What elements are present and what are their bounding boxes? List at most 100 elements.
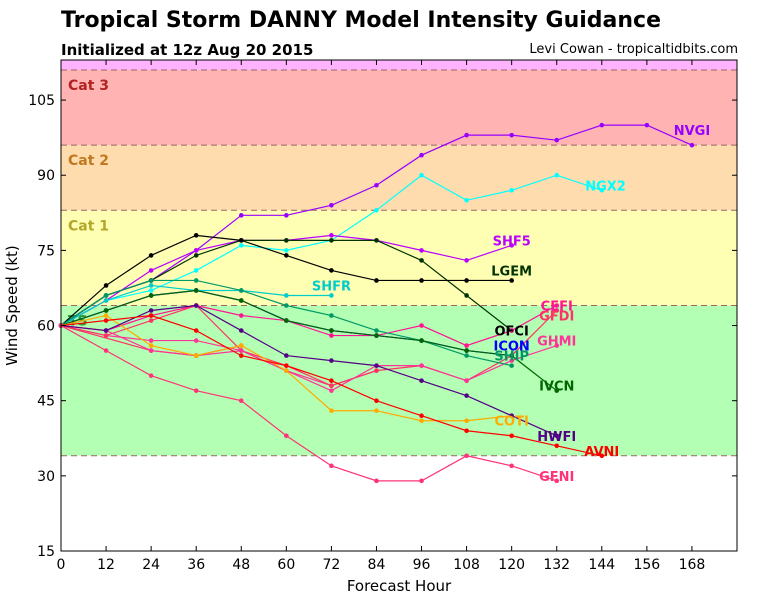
series-avni-point: [238, 353, 244, 358]
series-ofci-point: [329, 268, 334, 273]
series-avni-point: [284, 363, 289, 368]
series-ofci-point: [103, 283, 109, 288]
series-avni-point: [554, 443, 560, 449]
series-hwfi-point: [374, 363, 379, 368]
series-nvgi-point: [644, 122, 650, 128]
series-ofci-point: [464, 278, 469, 283]
x-axis: 0 12 24 36 48 60 72 84 96 108 120 132 144 156 168: [57, 60, 706, 573]
series-ngx2-point: [419, 172, 424, 178]
series-cefi-point: [329, 333, 334, 338]
x-tick-label: 132: [543, 557, 570, 573]
series-avni-point: [374, 398, 379, 403]
series-avni-point: [464, 428, 469, 434]
series-ghmi-line: [60, 324, 557, 392]
series-ghmi-point: [509, 358, 514, 363]
x-tick-label: 60: [277, 557, 295, 573]
series-avni-point: [509, 433, 514, 439]
series-ngx2-point: [284, 248, 289, 253]
series-lgem-point: [329, 238, 334, 243]
series-avni-point: [103, 318, 109, 323]
series-ship-point: [193, 278, 199, 283]
series-lgem-point: [193, 253, 199, 258]
series-hwfi-point: [509, 413, 514, 419]
chart-subtitle: Initialized at 12z Aug 20 2015: [61, 41, 314, 59]
series-gfni-point: [554, 478, 560, 484]
x-tick-label: 0: [57, 557, 66, 573]
series-shfr-point: [284, 293, 289, 298]
series-shf5-point: [464, 258, 469, 263]
series-ivcn-point: [284, 318, 289, 323]
series-shfr-point: [103, 298, 109, 303]
series-label-icon: ICON: [494, 340, 530, 355]
series-gfni-point: [284, 433, 289, 439]
band-cat-3: [61, 70, 737, 146]
series-nvgi-point: [689, 142, 695, 148]
series-avni-point: [193, 328, 199, 333]
series-ghmi-point: [554, 343, 560, 348]
series-avni-point: [329, 378, 334, 383]
series-gfni-point: [103, 348, 109, 353]
series-ship-point: [238, 288, 244, 293]
series-gfni-line: [60, 325, 557, 482]
series-gfdi-point: [148, 318, 154, 323]
series-nvgi-point: [419, 152, 424, 158]
y-tick-label: 75: [37, 243, 55, 259]
series-ghmi-point: [238, 348, 244, 353]
series-gfdi-point: [103, 333, 109, 338]
series-ofci-point: [509, 278, 514, 283]
series-coti-point: [148, 343, 154, 348]
series-lgem-point: [419, 258, 424, 263]
series-avni-point: [599, 453, 605, 459]
series-ship-point: [284, 303, 289, 308]
series-ngx2-point: [148, 288, 154, 293]
band-cat-1: [61, 210, 737, 306]
x-tick-label: 120: [498, 557, 525, 573]
series-ivcn-point: [193, 288, 199, 293]
band-area-5: [61, 455, 737, 551]
series-ngx2-point: [464, 197, 469, 203]
series-ofci-point: [148, 253, 154, 258]
series-shfr-point: [329, 293, 334, 298]
series-hwfi-point: [238, 328, 244, 333]
series-ghmi-point: [464, 378, 469, 383]
series-ivcn-point: [464, 348, 469, 353]
band-label-cat-1: Cat 1: [68, 218, 109, 234]
band-cat-2: [61, 145, 737, 211]
x-axis-label: Forecast Hour: [347, 577, 452, 595]
series-label-ship: SHIP: [494, 350, 529, 365]
series-gfni-point: [464, 453, 469, 459]
series-hwfi-point: [148, 308, 154, 313]
chart-credit: Levi Cowan - tropicaltidbits.com: [529, 42, 738, 57]
series-hwfi-point: [554, 433, 560, 439]
series-ofci-point: [193, 233, 199, 238]
series-hwfi-line: [60, 304, 557, 437]
series-gfni-point: [374, 478, 379, 484]
series-ivcn-point: [374, 333, 379, 338]
y-tick-label: 105: [28, 93, 55, 109]
y-tick-label: 60: [37, 319, 55, 335]
x-tick-label: 96: [413, 557, 431, 573]
series-nvgi-point: [599, 122, 605, 128]
x-tick-label: 12: [97, 557, 115, 573]
series-nvgi-point: [374, 182, 379, 188]
series-ngx2-point: [238, 243, 244, 248]
series-avni-point: [419, 413, 424, 419]
series-nvgi-point: [554, 137, 560, 143]
series-ofci-point: [374, 278, 379, 283]
series-ivcn-point: [329, 328, 334, 333]
series-coti-point: [193, 353, 199, 358]
series-label-gfdi: GFDI: [539, 310, 574, 325]
series-label-shf5: SHF5: [493, 234, 531, 249]
series-ivcn-point: [554, 388, 560, 393]
x-tick-label: 168: [679, 557, 706, 573]
series-ivcn-point: [238, 298, 244, 303]
series-label-ivcn: IVCN: [539, 380, 574, 395]
series-ngx2-point: [193, 268, 199, 273]
series-ivcn-point: [509, 353, 514, 358]
series-label-avni: AVNI: [584, 445, 619, 460]
series-coti-point: [419, 418, 424, 424]
band-label-cat-2: Cat 2: [68, 153, 109, 169]
band-area-0: [61, 60, 737, 71]
plot-frame: [60, 59, 738, 552]
